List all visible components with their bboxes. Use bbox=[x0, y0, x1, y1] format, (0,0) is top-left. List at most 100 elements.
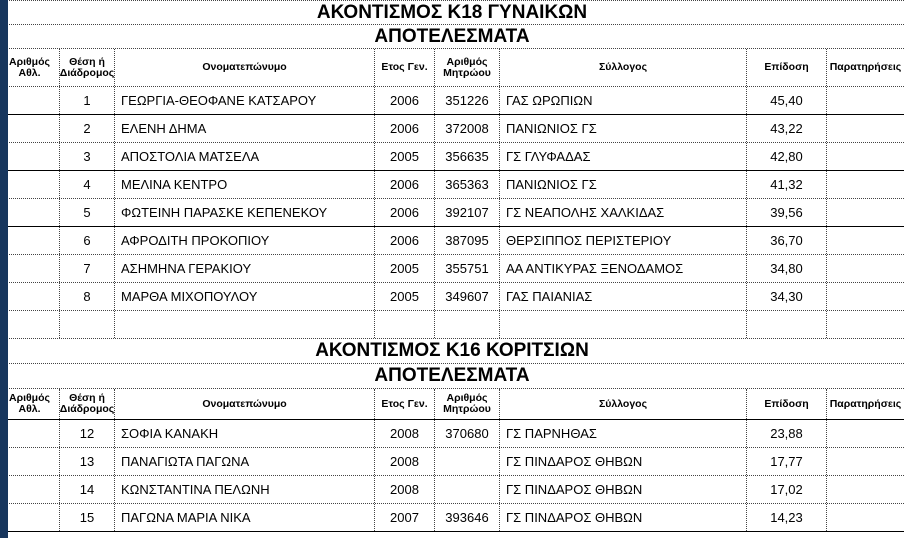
empty-cell bbox=[0, 311, 60, 338]
col-header-name: Ονοματεπώνυμο bbox=[115, 389, 375, 419]
cell-remarks bbox=[827, 476, 904, 503]
cell-name: ΓΕΩΡΓΙΑ-ΘΕΟΦΑΝΕ ΚΑΤΣΑΡΟΥ bbox=[115, 87, 375, 114]
cell-name: ΜΑΡΘΑ ΜΙΧΟΠΟΥΛΟΥ bbox=[115, 283, 375, 310]
cell-remarks bbox=[827, 448, 904, 475]
empty-cell bbox=[60, 311, 115, 338]
cell-athlete-no bbox=[0, 143, 60, 170]
cell-name: ΕΛΕΝΗ ΔΗΜΑ bbox=[115, 115, 375, 142]
cell-performance: 42,80 bbox=[747, 143, 827, 170]
cell-birth-year: 2006 bbox=[375, 115, 435, 142]
cell-registry-no: 356635 bbox=[435, 143, 500, 170]
cell-registry-no: 351226 bbox=[435, 87, 500, 114]
cell-birth-year: 2006 bbox=[375, 199, 435, 226]
cell-birth-year: 2006 bbox=[375, 87, 435, 114]
cell-birth-year: 2005 bbox=[375, 143, 435, 170]
cell-registry-no: 370680 bbox=[435, 420, 500, 447]
cell-position: 2 bbox=[60, 115, 115, 142]
cell-performance: 34,80 bbox=[747, 255, 827, 282]
col-header-birth-year: Ετος Γεν. bbox=[375, 49, 435, 86]
table-row: 12 ΣΟΦΙΑ ΚΑΝΑΚΗ 2008 370680 ΓΣ ΠΑΡΝΗΘΑΣ 23,88 bbox=[0, 420, 904, 448]
event-title: ΑΚΟΝΤΙΣΜΟΣ Κ18 ΓΥΝΑΙΚΩΝ bbox=[0, 0, 904, 25]
cell-registry-no: 355751 bbox=[435, 255, 500, 282]
cell-athlete-no bbox=[0, 504, 60, 531]
cell-position: 8 bbox=[60, 283, 115, 310]
cell-athlete-no bbox=[0, 171, 60, 198]
cell-name: ΚΩΝΣΤΑΝΤΙΝΑ ΠΕΛΩΝΗ bbox=[115, 476, 375, 503]
empty-cell bbox=[747, 311, 827, 338]
cell-athlete-no bbox=[0, 448, 60, 475]
cell-name: ΦΩΤΕΙΝΗ ΠΑΡΑΣΚΕ ΚΕΠΕΝΕΚΟΥ bbox=[115, 199, 375, 226]
cell-club: ΘΕΡΣΙΠΠΟΣ ΠΕΡΙΣΤΕΡΙΟΥ bbox=[500, 227, 747, 254]
cell-birth-year: 2008 bbox=[375, 420, 435, 447]
col-header-athlete-no: Αριθμός Αθλ. bbox=[0, 49, 60, 86]
cell-position: 12 bbox=[60, 420, 115, 447]
cell-remarks bbox=[827, 171, 904, 198]
col-header-remarks: Παρατηρήσεις bbox=[829, 61, 902, 73]
cell-performance: 39,56 bbox=[747, 199, 827, 226]
cell-club: ΓΣ ΠΙΝΔΑΡΟΣ ΘΗΒΩΝ bbox=[500, 476, 747, 503]
cell-name: ΑΦΡΟΔΙΤΗ ΠΡΟΚΟΠΙΟΥ bbox=[115, 227, 375, 254]
col-header-remarks: Παρατηρήσεις bbox=[829, 397, 902, 410]
cell-club: ΠΑΝΙΩΝΙΟΣ ΓΣ bbox=[500, 115, 747, 142]
cell-remarks bbox=[827, 115, 904, 142]
col-header-club: Σύλλογος bbox=[500, 49, 747, 86]
cell-athlete-no bbox=[0, 227, 60, 254]
cell-registry-no bbox=[435, 476, 500, 503]
table-row: 3 ΑΠΟΣΤΟΛΙΑ ΜΑΤΣΕΛΑ 2005 356635 ΓΣ ΓΛΥΦΑΔΑΣ 4… bbox=[0, 143, 904, 171]
cell-registry-no: 372008 bbox=[435, 115, 500, 142]
cell-name: ΑΠΟΣΤΟΛΙΑ ΜΑΤΣΕΛΑ bbox=[115, 143, 375, 170]
event-title: ΑΚΟΝΤΙΣΜΟΣ Κ16 ΚΟΡΙΤΣΙΩΝ bbox=[0, 339, 904, 364]
cell-performance: 45,40 bbox=[747, 87, 827, 114]
cell-athlete-no bbox=[0, 199, 60, 226]
empty-cell bbox=[375, 311, 435, 338]
cell-registry-no: 365363 bbox=[435, 171, 500, 198]
cell-birth-year: 2006 bbox=[375, 171, 435, 198]
table-row: 15 ΠΑΓΩΝΑ ΜΑΡΙΑ ΝΙΚΑ 2007 393646 ΓΣ ΠΙΝΔΑΡΟΣ… bbox=[0, 504, 904, 532]
empty-cell bbox=[500, 311, 747, 338]
col-header-position: Θέση ή Διάδρομος bbox=[60, 49, 115, 86]
cell-club: ΠΑΝΙΩΝΙΟΣ ΓΣ bbox=[500, 171, 747, 198]
cell-remarks bbox=[827, 504, 904, 531]
cell-position: 4 bbox=[60, 171, 115, 198]
cell-remarks bbox=[827, 283, 904, 310]
cell-position: 6 bbox=[60, 227, 115, 254]
cell-club: ΓΣ ΠΙΝΔΑΡΟΣ ΘΗΒΩΝ bbox=[500, 448, 747, 475]
table-body: 1 ΓΕΩΡΓΙΑ-ΘΕΟΦΑΝΕ ΚΑΤΣΑΡΟΥ 2006 351226 ΓΑΣ Ω… bbox=[0, 87, 904, 311]
table-k18-women: ΑΚΟΝΤΙΣΜΟΣ Κ18 ΓΥΝΑΙΚΩΝ ΑΠΟΤΕΛΕΣΜΑΤΑ Αρι… bbox=[0, 0, 904, 311]
table-row: 4 ΜΕΛΙΝΑ ΚΕΝΤΡΟ 2006 365363 ΠΑΝΙΩΝΙΟΣ ΓΣ 41,3… bbox=[0, 171, 904, 199]
col-header-registry-no: Αριθμός Μητρώου bbox=[435, 389, 500, 419]
table-body: 12 ΣΟΦΙΑ ΚΑΝΑΚΗ 2008 370680 ΓΣ ΠΑΡΝΗΘΑΣ 23,88… bbox=[0, 420, 904, 532]
cell-birth-year: 2005 bbox=[375, 283, 435, 310]
table-row: 7 ΑΣΗΜΗΝΑ ΓΕΡΑΚΙΟΥ 2005 355751 ΑΑ ΑΝΤΙΚΥΡΑΣ … bbox=[0, 255, 904, 283]
cell-remarks bbox=[827, 227, 904, 254]
cell-registry-no: 349607 bbox=[435, 283, 500, 310]
cell-remarks bbox=[827, 420, 904, 447]
cell-position: 7 bbox=[60, 255, 115, 282]
results-subtitle: ΑΠΟΤΕΛΕΣΜΑΤΑ bbox=[0, 25, 904, 49]
cell-club: ΓΣ ΠΙΝΔΑΡΟΣ ΘΗΒΩΝ bbox=[500, 504, 747, 531]
cell-athlete-no bbox=[0, 476, 60, 503]
cell-performance: 41,32 bbox=[747, 171, 827, 198]
cell-club: ΓΣ ΠΑΡΝΗΘΑΣ bbox=[500, 420, 747, 447]
col-header-registry-no: Αριθμός Μητρώου bbox=[435, 49, 500, 86]
cell-birth-year: 2006 bbox=[375, 227, 435, 254]
cell-name: ΣΟΦΙΑ ΚΑΝΑΚΗ bbox=[115, 420, 375, 447]
col-header-birth-year: Ετος Γεν. bbox=[375, 389, 435, 419]
cell-athlete-no bbox=[0, 87, 60, 114]
col-header-performance: Επίδοση bbox=[747, 49, 827, 86]
col-header-athlete-no: Αριθμός Αθλ. bbox=[0, 389, 60, 419]
cell-athlete-no bbox=[0, 420, 60, 447]
window-edge-bar bbox=[0, 0, 8, 538]
cell-position: 1 bbox=[60, 87, 115, 114]
cell-athlete-no bbox=[0, 283, 60, 310]
table-k16-girls: ΑΚΟΝΤΙΣΜΟΣ Κ16 ΚΟΡΙΤΣΙΩΝ ΑΠΟΤΕΛΕΣΜΑΤΑ Αρ… bbox=[0, 339, 904, 532]
cell-birth-year: 2005 bbox=[375, 255, 435, 282]
table-row: 1 ΓΕΩΡΓΙΑ-ΘΕΟΦΑΝΕ ΚΑΤΣΑΡΟΥ 2006 351226 ΓΑΣ Ω… bbox=[0, 87, 904, 115]
cell-name: ΜΕΛΙΝΑ ΚΕΝΤΡΟ bbox=[115, 171, 375, 198]
cell-remarks bbox=[827, 87, 904, 114]
cell-club: ΓΑΣ ΩΡΩΠΙΩΝ bbox=[500, 87, 747, 114]
cell-performance: 36,70 bbox=[747, 227, 827, 254]
header-row: Αριθμός Αθλ. Θέση ή Διάδρομος Ονοματεπών… bbox=[0, 389, 904, 420]
empty-cell bbox=[435, 311, 500, 338]
